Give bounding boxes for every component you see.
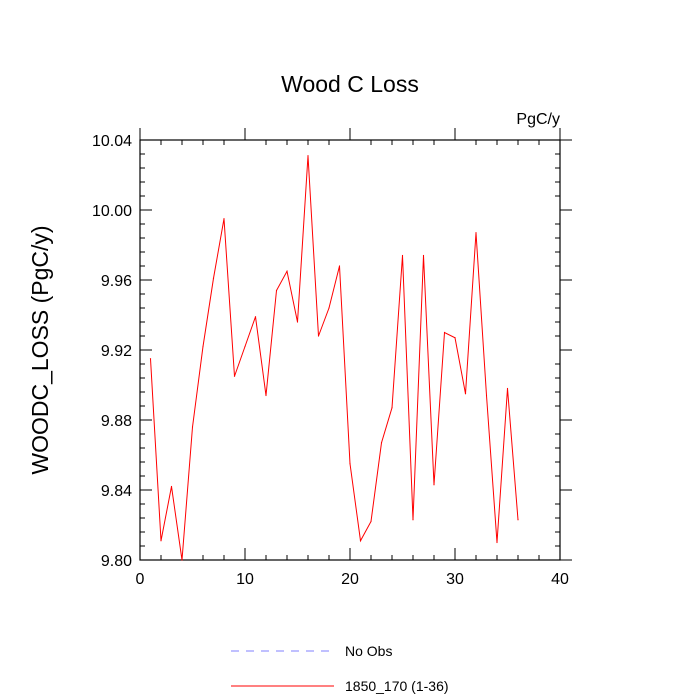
data-point — [370, 520, 372, 523]
data-point — [275, 289, 278, 292]
data-point — [454, 337, 456, 339]
data-point — [307, 155, 309, 157]
data-point — [265, 394, 267, 397]
data-point — [464, 393, 467, 395]
data-point — [317, 335, 320, 337]
data-point — [202, 345, 204, 348]
y-tick-label: 9.88 — [101, 413, 132, 430]
data-point — [212, 277, 215, 279]
data-point — [412, 519, 414, 521]
y-tick-label: 10.04 — [92, 133, 132, 150]
data-point — [160, 540, 162, 542]
data-point — [349, 463, 351, 465]
data-point — [422, 254, 425, 257]
y-tick-label: 9.96 — [101, 273, 132, 290]
x-tick-label: 40 — [551, 571, 569, 588]
data-point — [244, 345, 246, 348]
x-tick-label: 20 — [341, 571, 359, 588]
legend-label: No Obs — [345, 643, 392, 659]
data-point — [286, 270, 288, 272]
data-point — [191, 426, 194, 428]
series-line-1 — [150, 155, 519, 561]
data-point — [380, 442, 383, 444]
data-point — [296, 321, 299, 323]
y-tick-label: 9.80 — [101, 553, 132, 570]
data-point — [517, 519, 519, 521]
legend: No Obs 1850_170 (1-36) — [231, 643, 449, 694]
y-tick-label: 10.00 — [92, 203, 132, 220]
axes: 0 10 20 30 40 9.80 9.84 9.88 9.92 9.96 10.00 10.04 — [92, 128, 572, 588]
data-point — [233, 375, 236, 377]
data-point — [223, 218, 225, 220]
data-point — [506, 387, 509, 390]
x-tick-label: 10 — [236, 571, 254, 588]
y-tick-label: 9.92 — [101, 343, 132, 360]
data-point — [485, 394, 488, 397]
data-point — [475, 232, 477, 234]
y-axis-label: WOODC_LOSS (PgC/y) — [27, 225, 53, 474]
data-point — [496, 541, 498, 544]
data-point — [443, 331, 446, 334]
legend-label: 1850_170 (1-36) — [345, 678, 449, 694]
y-tick-label: 9.84 — [101, 483, 132, 500]
data-point — [359, 540, 362, 542]
data-point — [401, 254, 404, 257]
data-point — [254, 316, 257, 318]
data-point — [181, 559, 183, 561]
x-tick-label: 30 — [446, 571, 464, 588]
plot-series — [149, 155, 519, 561]
x-tick-label: 0 — [136, 571, 145, 588]
data-point — [433, 484, 435, 486]
data-point — [170, 485, 173, 488]
units-label: PgC/y — [516, 111, 560, 128]
data-point — [149, 358, 152, 360]
data-point — [391, 407, 393, 409]
data-point — [328, 307, 330, 309]
data-point — [338, 265, 341, 267]
chart-title: Wood C Loss — [281, 71, 419, 97]
